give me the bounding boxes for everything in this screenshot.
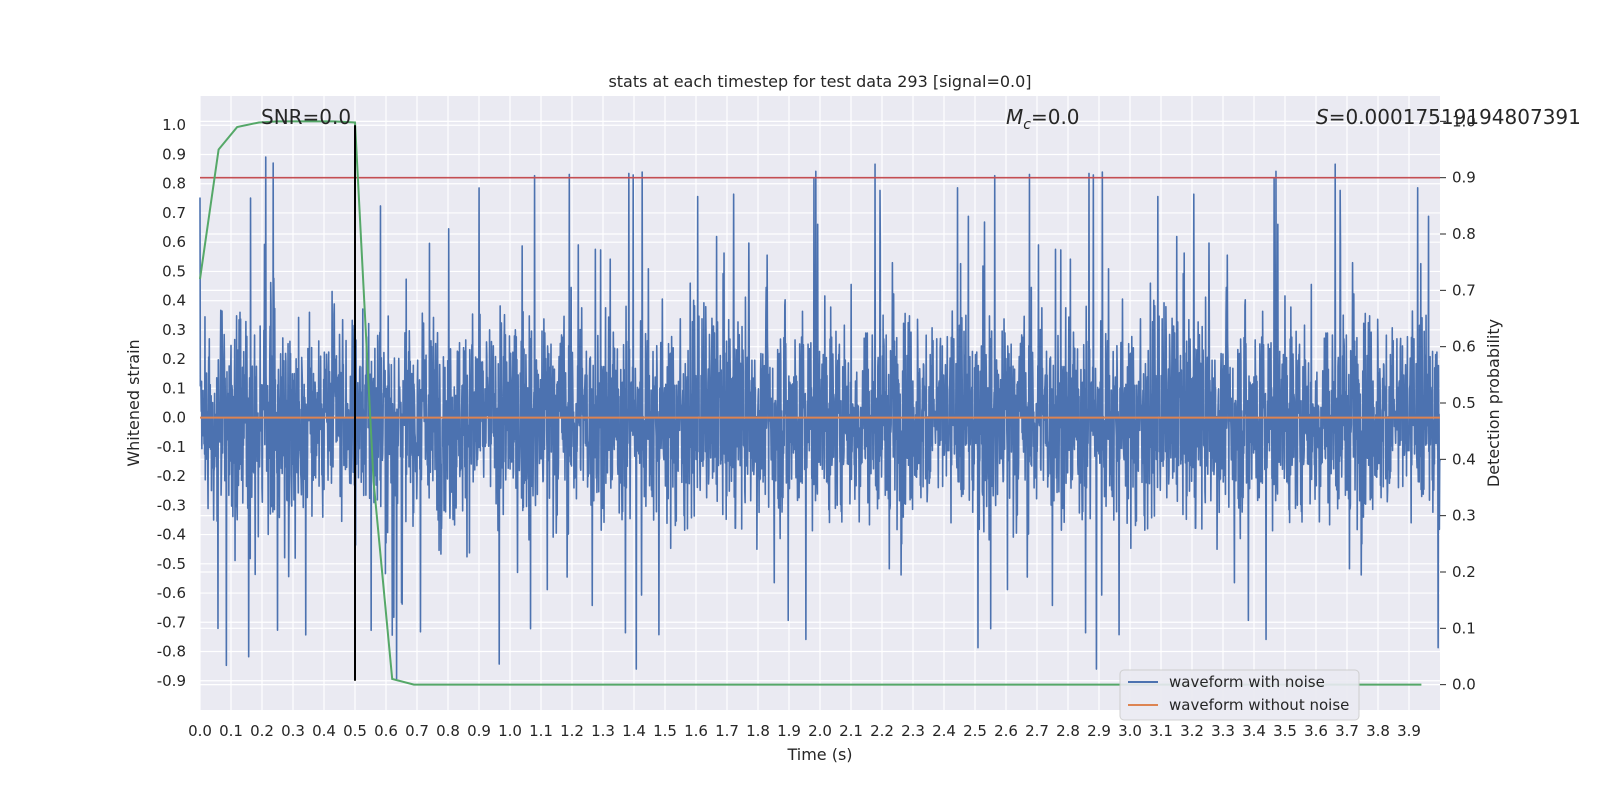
y-tick-label: -0.5 bbox=[157, 555, 186, 573]
y2-tick-label: 0.9 bbox=[1452, 169, 1476, 187]
y-tick-label: 0.1 bbox=[162, 379, 186, 397]
x-tick-label: 3.2 bbox=[1180, 722, 1204, 740]
x-axis: 0.0 0.1 0.2 0.3 0.4 0.5 0.6 0.7 0.8 0.9 1.0 1.1 1.2 1… bbox=[188, 722, 1421, 740]
x-tick-label: 1.0 bbox=[498, 722, 522, 740]
y2-axis-label: Detection probability bbox=[1484, 319, 1503, 487]
y2-tick-label: 0.6 bbox=[1452, 338, 1476, 356]
y-tick-label: -0.8 bbox=[157, 643, 186, 661]
x-tick-label: 0.1 bbox=[219, 722, 243, 740]
x-tick-label: 2.1 bbox=[839, 722, 863, 740]
x-tick-label: 1.6 bbox=[684, 722, 708, 740]
x-tick-label: 3.3 bbox=[1211, 722, 1235, 740]
x-tick-label: 3.1 bbox=[1149, 722, 1173, 740]
y2-tick-label: 1.0 bbox=[1452, 112, 1476, 130]
x-tick-label: 0.5 bbox=[343, 722, 367, 740]
x-tick-label: 3.8 bbox=[1366, 722, 1390, 740]
y2-tick-label: 0.2 bbox=[1452, 563, 1476, 581]
series-line-waveform-with-noise bbox=[199, 156, 1441, 680]
legend: waveform with noise waveform without noi… bbox=[1119, 669, 1360, 721]
y-tick-label: 0.6 bbox=[162, 233, 186, 251]
mc-value: =0.0 bbox=[1031, 105, 1080, 129]
y2-tick-label: 0.5 bbox=[1452, 394, 1476, 412]
y-tick-label: 0.0 bbox=[162, 409, 186, 427]
y-axis-left: -0.9 -0.8 -0.7 -0.6 -0.5 -0.4 -0.3 -0.2 -0.1 0.0 0… bbox=[157, 116, 186, 690]
x-tick-label: 0.3 bbox=[281, 722, 305, 740]
x-tick-label: 0.6 bbox=[374, 722, 398, 740]
x-tick-label: 0.4 bbox=[312, 722, 336, 740]
y-tick-label: -0.6 bbox=[157, 584, 186, 602]
x-tick-label: 1.9 bbox=[777, 722, 801, 740]
y-axis-right: 0.0 0.1 0.2 0.3 0.4 0.5 0.6 0.7 0.8 0.9 1.0 bbox=[1440, 112, 1476, 694]
y2-tick-label: 0.4 bbox=[1452, 450, 1476, 468]
x-tick-label: 1.8 bbox=[746, 722, 770, 740]
y2-tick-label: 0.0 bbox=[1452, 676, 1476, 694]
legend-label-noise: waveform with noise bbox=[1169, 673, 1325, 691]
x-tick-label: 3.4 bbox=[1242, 722, 1266, 740]
y-tick-label: 1.0 bbox=[162, 116, 186, 134]
y-tick-label: 0.7 bbox=[162, 204, 186, 222]
series-line-detection-probability bbox=[199, 120, 1422, 686]
y-tick-label: 0.2 bbox=[162, 350, 186, 368]
y-tick-label: 0.8 bbox=[162, 175, 186, 193]
y-tick-label: -0.2 bbox=[157, 467, 186, 485]
x-tick-label: 2.3 bbox=[901, 722, 925, 740]
x-tick-label: 0.8 bbox=[436, 722, 460, 740]
y-tick-label: -0.9 bbox=[157, 672, 186, 690]
legend-box bbox=[1119, 669, 1360, 721]
y2-tick-label: 0.1 bbox=[1452, 619, 1476, 637]
x-tick-label: 2.6 bbox=[994, 722, 1018, 740]
x-tick-label: 0.7 bbox=[405, 722, 429, 740]
chart-title: stats at each timestep for test data 293… bbox=[608, 72, 1031, 91]
x-tick-label: 2.0 bbox=[808, 722, 832, 740]
mc-subscript: c bbox=[1023, 117, 1031, 133]
s-symbol: S bbox=[1316, 105, 1329, 129]
x-tick-label: 3.7 bbox=[1335, 722, 1359, 740]
plot-area bbox=[199, 120, 1441, 686]
y-tick-label: -0.3 bbox=[157, 496, 186, 514]
x-tick-label: 2.7 bbox=[1025, 722, 1049, 740]
x-tick-label: 0.0 bbox=[188, 722, 212, 740]
y-tick-label: -0.7 bbox=[157, 613, 186, 631]
x-tick-label: 1.3 bbox=[591, 722, 615, 740]
y-tick-label: 0.5 bbox=[162, 262, 186, 280]
x-tick-label: 1.2 bbox=[560, 722, 584, 740]
mc-annotation: Mc=0.0 bbox=[1006, 105, 1080, 133]
s-annotation: S=0.00017519194807391 bbox=[1316, 105, 1581, 129]
x-tick-label: 1.4 bbox=[622, 722, 646, 740]
x-tick-label: 3.6 bbox=[1304, 722, 1328, 740]
x-tick-label: 0.9 bbox=[467, 722, 491, 740]
y-tick-label: 0.3 bbox=[162, 321, 186, 339]
y-tick-label: 0.9 bbox=[162, 145, 186, 163]
x-tick-label: 1.1 bbox=[529, 722, 553, 740]
x-tick-label: 3.9 bbox=[1397, 722, 1421, 740]
y2-tick-label: 0.7 bbox=[1452, 281, 1476, 299]
x-tick-label: 2.5 bbox=[963, 722, 987, 740]
snr-annotation: SNR=0.0 bbox=[261, 105, 351, 129]
x-tick-label: 2.4 bbox=[932, 722, 956, 740]
x-tick-label: 2.2 bbox=[870, 722, 894, 740]
x-axis-label: Time (s) bbox=[786, 745, 852, 764]
x-tick-label: 3.0 bbox=[1118, 722, 1142, 740]
y-tick-label: -0.1 bbox=[157, 438, 186, 456]
x-tick-label: 2.9 bbox=[1087, 722, 1111, 740]
y2-tick-label: 0.3 bbox=[1452, 507, 1476, 525]
y2-tick-label: 0.8 bbox=[1452, 225, 1476, 243]
x-tick-label: 1.5 bbox=[653, 722, 677, 740]
y-tick-label: -0.4 bbox=[157, 526, 186, 544]
x-tick-label: 3.5 bbox=[1273, 722, 1297, 740]
y-axis-label: Whitened strain bbox=[124, 339, 143, 466]
mc-symbol: M bbox=[1006, 105, 1023, 129]
y-tick-label: 0.4 bbox=[162, 292, 186, 310]
x-tick-label: 2.8 bbox=[1056, 722, 1080, 740]
x-tick-label: 0.2 bbox=[250, 722, 274, 740]
s-value: =0.00017519194807391 bbox=[1329, 105, 1581, 129]
x-tick-label: 1.7 bbox=[715, 722, 739, 740]
legend-label-clean: waveform without noise bbox=[1169, 696, 1349, 714]
